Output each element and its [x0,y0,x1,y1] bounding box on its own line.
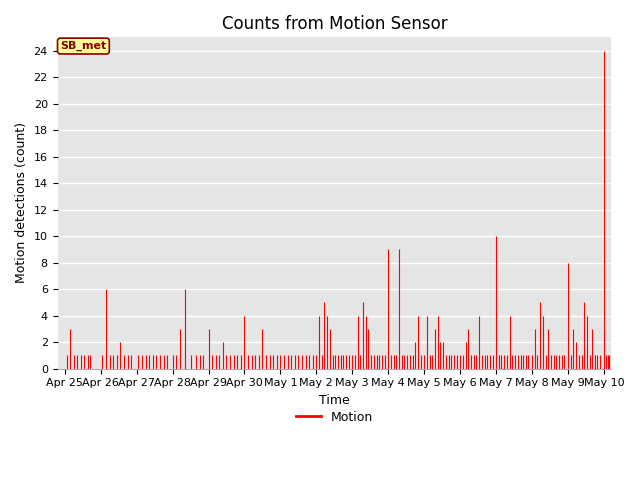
Title: Counts from Motion Sensor: Counts from Motion Sensor [221,15,447,33]
Y-axis label: Motion detections (count): Motion detections (count) [15,122,28,283]
Legend: Motion: Motion [291,406,378,429]
Text: SB_met: SB_met [60,41,106,51]
X-axis label: Time: Time [319,394,349,407]
